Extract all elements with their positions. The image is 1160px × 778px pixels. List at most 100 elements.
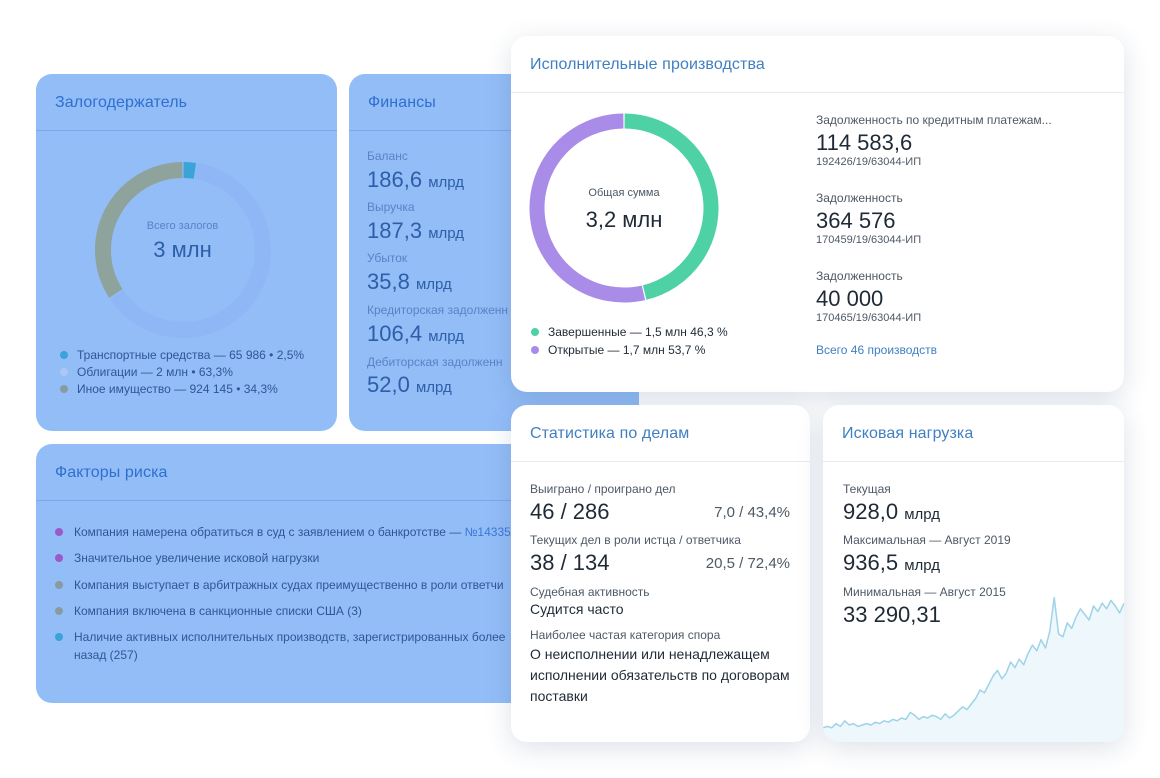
enforcement-item-case[interactable]: 170465/19/63044-ИП (816, 312, 922, 324)
legend-item: Завершенные — 1,5 млн 46,3 % (531, 325, 728, 339)
load-min-label: Минимальная — Август 2015 (843, 585, 1006, 599)
enforcement-item-value: 364 576 (816, 208, 896, 233)
legend-dot (60, 385, 68, 393)
value-unit: млрд (415, 379, 452, 396)
value-text: 35,8 (367, 269, 410, 294)
load-area-chart (823, 596, 1124, 742)
donut-slice (183, 162, 197, 179)
divider (511, 92, 1124, 93)
enforcement-item-value: 40 000 (816, 286, 884, 311)
pledge-center-value: 3 млн (153, 237, 212, 262)
risk-text: назад (257) (74, 648, 138, 662)
load-max-label: Максимальная — Август 2019 (843, 533, 1011, 547)
risk-text: Компания намерена обратиться в суд с зая… (74, 525, 465, 539)
enforcement-item-label: Задолженность (816, 269, 903, 283)
legend-item: Открытые — 1,7 млн 53,7 % (531, 343, 705, 357)
finance-value: 186,6 млрд (367, 167, 464, 193)
load-card: Исковая нагрузка Текущая 928,0 млрд Макс… (823, 405, 1124, 742)
risk-dot (55, 528, 63, 536)
load-current-label: Текущая (843, 482, 891, 496)
stats-activity-value: Судится часто (530, 601, 624, 617)
risk-title: Факторы риска (55, 464, 168, 481)
finance-title: Финансы (368, 94, 436, 111)
divider (36, 130, 337, 131)
legend-dot (531, 346, 539, 354)
all-proceedings-link[interactable]: Всего 46 производств (816, 343, 938, 357)
risk-item: Компания выступает в арбитражных судах п… (55, 576, 504, 594)
risk-dot (55, 633, 63, 641)
legend-label: Иное имущество — 924 145 • 34,3% (77, 382, 278, 396)
enforcement-item-case[interactable]: 170459/19/63044-ИП (816, 234, 922, 246)
stats-category-value: О неисполнении или ненадлежащем исполнен… (530, 646, 790, 704)
divider (36, 500, 526, 501)
load-title: Исковая нагрузка (842, 425, 974, 442)
risk-text: Значительное увеличение исковой нагрузки (74, 551, 320, 565)
donut-slice (109, 163, 271, 338)
pledge-card: Залогодержатель Всего залогов 3 млн Тран… (36, 74, 337, 431)
legend-label: Транспортные средства — 65 986 • 2,5% (77, 348, 305, 362)
legend-dot (60, 368, 68, 376)
risk-dot (55, 554, 63, 562)
risk-item: Наличие активных исполнительных производ… (55, 628, 505, 664)
stats-card: Статистика по делам Выиграно / проиграно… (511, 405, 810, 742)
pledge-title: Залогодержатель (55, 94, 188, 111)
value-text: 52,0 (367, 372, 410, 397)
finance-value: 52,0 млрд (367, 372, 452, 398)
value-text: 106,4 (367, 321, 423, 346)
divider (823, 461, 1124, 462)
stats-activity-label: Судебная активность (530, 585, 650, 599)
donut-slice (95, 162, 183, 298)
legend-item: Иное имущество — 924 145 • 34,3% (60, 382, 278, 396)
legend-dot (60, 351, 68, 359)
enforcement-item-value: 114 583,6 (816, 130, 913, 155)
value-text: 936,5 (843, 550, 899, 575)
finance-label: Кредиторская задолженн (367, 303, 509, 317)
finance-value: 187,3 млрд (367, 218, 464, 244)
finance-label: Убыток (367, 251, 408, 265)
stats-won-value: 46 / 286 (530, 499, 610, 524)
stats-won-label: Выиграно / проиграно дел (530, 482, 676, 496)
finance-label: Баланс (367, 149, 408, 163)
pledge-center-label: Всего залогов (146, 220, 219, 232)
enforcement-item-case[interactable]: 192426/19/63044-ИП (816, 156, 922, 168)
risk-text: Компания выступает в арбитражных судах п… (74, 578, 504, 592)
risk-case-link[interactable]: №14335 (464, 525, 511, 539)
legend-label: Завершенные — 1,5 млн 46,3 % (548, 325, 728, 339)
enforcement-card: Исполнительные производства Общая сумма … (511, 36, 1124, 392)
load-current-value: 928,0 млрд (843, 499, 940, 525)
chart-series-line (823, 596, 1124, 729)
legend-item: Облигации — 2 млн • 63,3% (60, 365, 233, 379)
risk-item: Значительное увеличение исковой нагрузки (55, 549, 319, 567)
donut-slice (624, 113, 719, 300)
finance-label: Выручка (367, 200, 415, 214)
divider (511, 461, 810, 462)
load-min-value: 33 290,31 (843, 602, 941, 627)
finance-label: Дебиторская задолженн (367, 355, 503, 369)
chart-area-fill (823, 597, 1124, 742)
risk-dot (55, 581, 63, 589)
enforcement-donut (529, 113, 719, 303)
legend-item: Транспортные средства — 65 986 • 2,5% (60, 348, 304, 362)
enforcement-item-label: Задолженность (816, 191, 903, 205)
value-unit: млрд (904, 506, 941, 523)
value-unit: млрд (428, 328, 465, 345)
enforcement-center-label: Общая сумма (588, 187, 660, 199)
load-max-value: 936,5 млрд (843, 550, 940, 576)
stats-current-value: 38 / 134 (530, 550, 610, 575)
value-text: 186,6 (367, 167, 423, 192)
risk-card: Факторы риска Компания намерена обратить… (36, 444, 526, 703)
risk-item: Компания намерена обратиться в суд с зая… (55, 523, 511, 541)
divider (349, 130, 639, 131)
value-text: 187,3 (367, 218, 423, 243)
legend-dot (531, 328, 539, 336)
stats-current-percent: 20,5 / 72,4% (705, 555, 790, 572)
legend-label: Облигации — 2 млн • 63,3% (77, 365, 233, 379)
stats-category-label: Наиболее частая категория спора (530, 628, 721, 642)
value-unit: млрд (428, 174, 465, 191)
risk-text: Компания включена в санкционные списки С… (74, 604, 362, 618)
stats-title: Статистика по делам (530, 425, 690, 442)
stats-current-label: Текущих дел в роли истца / ответчика (530, 533, 741, 547)
legend-label: Открытые — 1,7 млн 53,7 % (548, 343, 706, 357)
risk-text: Наличие активных исполнительных производ… (74, 630, 506, 644)
finance-value: 35,8 млрд (367, 269, 452, 295)
